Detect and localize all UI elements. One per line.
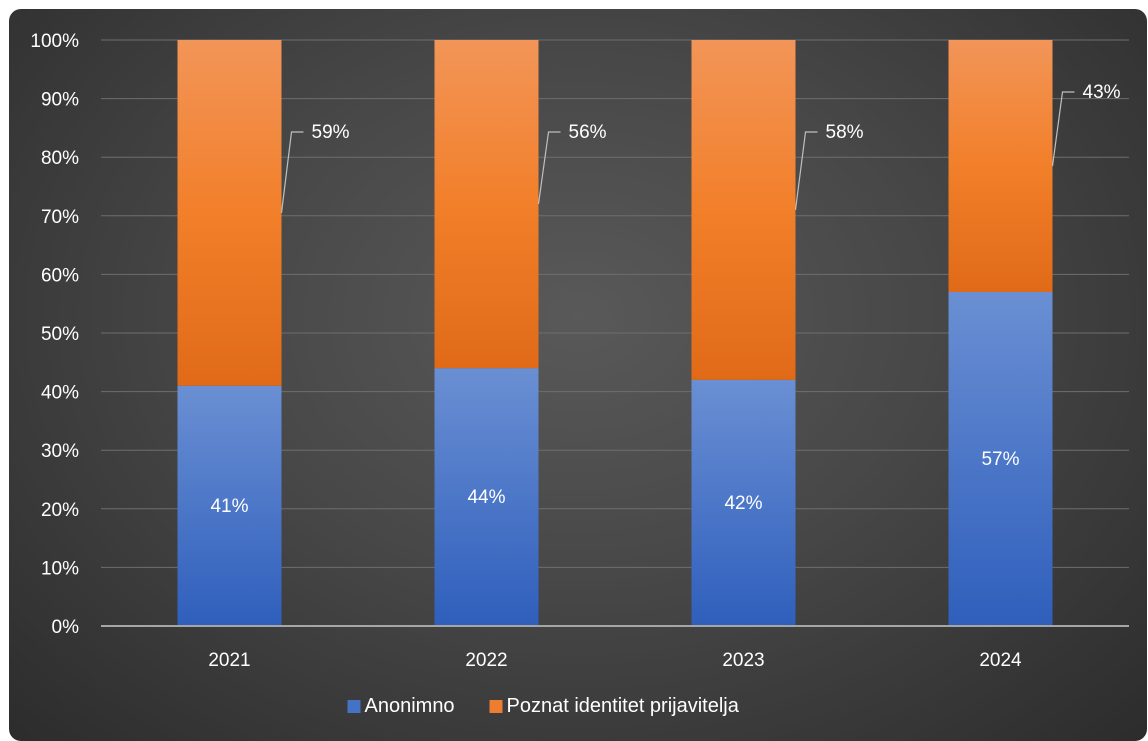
y-tick-label: 0% — [52, 617, 80, 638]
bar-2021-poznat — [177, 40, 282, 386]
data-label: 44% — [467, 487, 505, 508]
chart-area: 41% 59% 44% 56% 42% 58% 57% 43% 0% 10% 20% 30% 40% 5… — [9, 9, 1147, 741]
y-tick-label: 90% — [41, 90, 79, 111]
leader-line — [1051, 91, 1075, 167]
y-tick-label: 100% — [30, 31, 79, 52]
bar-2023-anonimno — [691, 379, 796, 626]
bar-2021-anonimno — [177, 385, 282, 626]
leader-line — [537, 131, 561, 205]
y-tick-label: 50% — [41, 324, 79, 345]
x-tick-label: 2023 — [722, 650, 764, 671]
legend-swatch-anonimno — [347, 700, 361, 713]
y-tick-label: 10% — [41, 558, 79, 579]
data-label: 43% — [1083, 82, 1121, 103]
bar-2023-poznat — [691, 40, 796, 380]
legend-label: Anonimno — [365, 695, 455, 717]
stacked-bar-chart: 41% 59% 44% 56% 42% 58% 57% 43% 0% 10% 20% 30% 40% 5… — [30, 31, 1129, 717]
leader-line — [794, 131, 818, 211]
legend-label: Poznat identitet prijavitelja — [507, 695, 740, 717]
y-tick-label: 70% — [41, 207, 79, 228]
y-tick-label: 40% — [41, 383, 79, 404]
y-tick-label: 30% — [41, 441, 79, 462]
bar-2022-anonimno — [434, 368, 539, 626]
y-tick-label: 20% — [41, 500, 79, 521]
data-label: 57% — [981, 449, 1019, 470]
data-label: 56% — [569, 122, 607, 143]
data-label: 58% — [826, 122, 864, 143]
data-label: 41% — [210, 496, 248, 517]
y-tick-label: 60% — [41, 265, 79, 286]
x-tick-label: 2024 — [979, 650, 1022, 671]
x-tick-label: 2021 — [208, 650, 250, 671]
leader-line — [280, 131, 304, 213]
legend-swatch-poznat — [489, 700, 503, 713]
bar-2024-poznat — [948, 40, 1053, 292]
x-tick-label: 2022 — [465, 650, 507, 671]
data-label: 42% — [724, 493, 762, 514]
data-label: 59% — [312, 122, 350, 143]
bar-2024-anonimno — [948, 291, 1053, 626]
bar-2022-poznat — [434, 40, 539, 369]
y-tick-label: 80% — [41, 148, 79, 169]
